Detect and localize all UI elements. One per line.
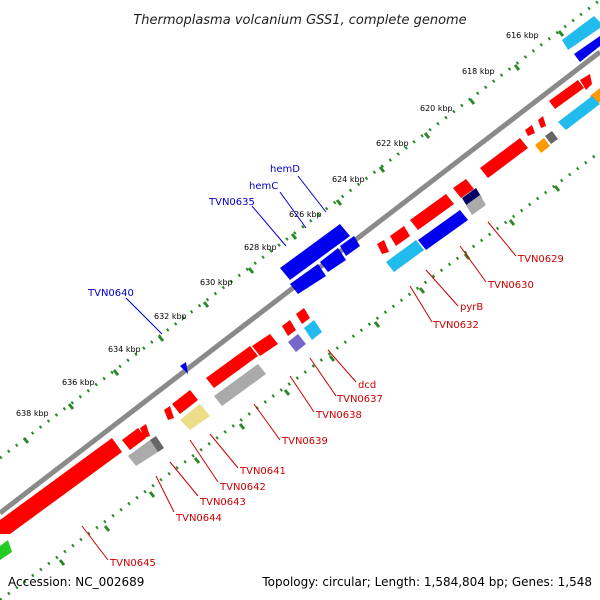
gene-label-TVN0640: TVN0640 [87,288,134,299]
gene-cyan [304,320,322,340]
gene-red [206,346,258,388]
gene-label-TVN0639: TVN0639 [281,436,328,447]
gene-red [480,138,528,178]
gene-cyan [558,96,600,130]
gene-navy [462,188,482,208]
gene-label-TVN0629: TVN0629 [517,254,564,265]
gene-darkgray [150,436,164,452]
footer-topology: Topology: circular; Length: 1,584,804 bp… [261,575,592,589]
tick-labels: 616 kbp 618 kbp 620 kbp 622 kbp 624 kbp … [16,31,539,418]
tick-label: 636 kbp [62,378,95,387]
gene-red [538,116,546,128]
gene-red [390,226,410,246]
gene-cyan [562,16,600,50]
gene-label-TVN0638: TVN0638 [315,410,362,421]
gene-red [453,179,474,198]
tick-label: 622 kbp [376,139,409,148]
gene-label-TVN0642: TVN0642 [219,482,266,493]
tick-label: 630 kbp [200,278,233,287]
gene-blue [280,224,350,280]
gene-label-TVN0632: TVN0632 [432,320,479,331]
gene-label-TVN0635: TVN0635 [208,197,255,208]
gene-red [410,194,454,230]
gene-red [282,320,296,336]
gene-red [377,240,389,254]
gene-blue [418,210,468,250]
gene-blue [180,362,188,374]
gene-red [0,438,122,534]
outer-tick-ring [0,0,600,460]
tick-label: 620 kbp [420,104,453,113]
bottom-labels: TVN0629 TVN0630 pyrB TVN0632 dcd TVN0637… [81,221,564,569]
tick-label: 628 kbp [244,243,277,252]
tick-label: 626 kbp [289,210,322,219]
gene-blue [340,236,360,256]
gene-red [252,334,278,356]
gene-yellow [180,404,210,430]
gene-label-TVN0645: TVN0645 [109,558,156,569]
gene-label-pyrB: pyrB [460,302,483,313]
gene-gray [128,440,158,466]
tick-label: 618 kbp [462,67,495,76]
gene-darkgray [545,131,558,144]
gene-cyan [386,240,424,272]
gene-gray [214,364,266,406]
tick-label: 632 kbp [154,312,187,321]
gene-red [580,74,592,90]
tick-label: 638 kbp [16,409,49,418]
map-title: Thermoplasma volcanium GSS1, complete ge… [133,13,466,28]
gene-gray [466,195,486,215]
outer-major-ticks [22,30,565,444]
tick-label: 624 kbp [332,175,365,184]
tick-label: 634 kbp [108,345,141,354]
gene-red [140,424,150,438]
gene-red [525,125,535,136]
gene-label-hemD: hemD [270,164,300,175]
footer-accession: Accession: NC_002689 [8,575,144,589]
gene-label-TVN0630: TVN0630 [487,280,534,291]
inner-major-ticks [58,185,561,566]
gene-label-TVN0643: TVN0643 [199,497,246,508]
gene-blue [290,264,326,294]
top-labels: hemD hemC TVN0635 TVN0640 [87,164,327,335]
gene-red [164,406,174,420]
gene-label-TVN0637: TVN0637 [336,394,383,405]
gene-label-TVN0644: TVN0644 [175,513,222,524]
gene-blue [574,36,600,62]
gene-violet [288,334,306,352]
gene-label-hemC: hemC [249,181,278,192]
gene-label-TVN0641: TVN0641 [239,466,286,477]
gene-orange [535,138,550,153]
gene-red [122,428,146,450]
gene-red [549,80,584,109]
gene-red [296,308,310,324]
gene-blue [320,248,346,272]
tick-label: 616 kbp [506,31,539,40]
forward-strand-genes [0,16,600,560]
gene-green [0,540,12,560]
gene-label-dcd: dcd [358,380,376,391]
gene-red [172,390,198,414]
